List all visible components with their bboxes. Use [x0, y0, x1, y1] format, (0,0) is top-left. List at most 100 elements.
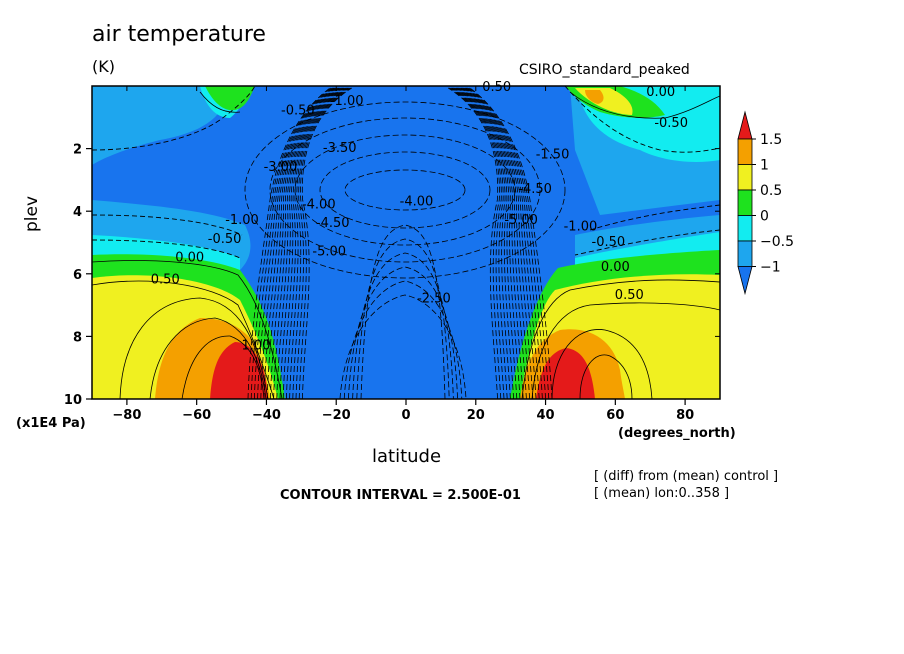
contour-line-negative — [464, 87, 540, 399]
contour-line-negative — [301, 87, 352, 399]
contour-line-negative — [348, 266, 458, 399]
x-axis-label: latitude — [372, 446, 442, 467]
contour-line-negative — [344, 169, 466, 211]
contour-line-negative — [282, 87, 345, 399]
contour-line-positive — [551, 329, 653, 399]
contour-line-negative — [463, 87, 537, 399]
colorbar-label: 0 — [760, 209, 769, 225]
contour-line-negative — [266, 87, 338, 399]
contour-line-negative — [451, 87, 508, 399]
contour-label: 0.00 — [601, 260, 630, 275]
contour-line-positive — [521, 279, 720, 399]
contour-line-negative — [244, 101, 566, 279]
contour-line-negative — [458, 87, 524, 399]
field-neg1-neg05 — [92, 86, 230, 165]
contour-interval: CONTOUR INTERVAL = 2.500E-01 — [280, 488, 521, 503]
contour-label: -0.50 — [654, 116, 688, 131]
x-tick-label: 0 — [401, 408, 410, 423]
colorbar-segment — [737, 240, 753, 267]
contour-label: -0.50 — [281, 104, 315, 119]
colorbar-label: 1.5 — [760, 132, 782, 148]
contour-line-negative — [260, 87, 336, 399]
contour-label: 0.00 — [175, 251, 204, 266]
contour-label: -5.00 — [312, 244, 346, 259]
contour-line-negative — [450, 87, 505, 399]
contour-line-negative — [468, 87, 550, 399]
colorbar-segment — [737, 266, 753, 296]
contour-label: -3.50 — [323, 141, 357, 156]
chart-title: air temperature — [92, 22, 266, 47]
contour-label: -2.50 — [417, 291, 451, 306]
x-tick-label: 80 — [676, 408, 694, 423]
contour-line-positive — [92, 280, 275, 399]
chart-units: (K) — [92, 57, 115, 76]
contour-label: 1.00 — [242, 338, 271, 353]
contour-line-negative — [343, 280, 463, 399]
note-diff: [ (diff) from (mean) control ] — [594, 469, 779, 484]
x-tick-label: 40 — [537, 408, 555, 423]
contour-labels: 0.50-0.50-1.00-3.50-3.00-4.00-4.00-4.50-… — [151, 80, 688, 353]
contour-label: 0.50 — [482, 80, 511, 95]
contour-line-negative — [460, 87, 530, 399]
x-tick-label: −80 — [112, 408, 141, 423]
contour-label: -1.00 — [564, 219, 598, 234]
note-mean: [ (mean) lon:0..358 ] — [594, 486, 730, 501]
field-0-05 — [205, 86, 255, 111]
contour-line-positive — [181, 335, 265, 399]
contour-label: -1.00 — [330, 94, 364, 109]
x-tick-label: 60 — [606, 408, 624, 423]
contour-line-positive — [199, 91, 241, 113]
contour-line-positive — [569, 91, 720, 119]
contour-line-positive — [92, 260, 283, 399]
contour-line-negative — [456, 87, 521, 399]
contour-label: 0.50 — [151, 273, 180, 288]
chart-subtitle: CSIRO_standard_peaked — [519, 62, 690, 78]
colorbar-segment — [737, 138, 753, 165]
contour-line-negative — [289, 87, 347, 399]
contour-line-negative — [455, 87, 518, 399]
contour-line-negative — [564, 86, 720, 153]
contour-label: -4.00 — [302, 197, 336, 212]
field-gt-15 — [210, 342, 268, 399]
contour-line-negative — [448, 87, 499, 399]
contour-line-negative — [295, 87, 350, 399]
contour-line-negative — [298, 87, 351, 399]
contour-line-negative — [459, 87, 527, 399]
contour-lines — [92, 86, 720, 399]
contour-label: -4.50 — [518, 182, 552, 197]
colorbar-segment — [737, 189, 753, 216]
contour-line-negative — [269, 117, 541, 263]
contour-line-negative — [273, 87, 341, 399]
x-tick-label: −60 — [182, 408, 211, 423]
contour-line-negative — [462, 87, 534, 399]
contour-label: -0.50 — [592, 235, 626, 250]
contour-line-positive — [119, 297, 269, 399]
x-tick-label: −40 — [252, 408, 281, 423]
contour-label: -4.50 — [316, 216, 350, 231]
contour-line-negative — [92, 86, 256, 151]
field-gt-15 — [536, 348, 595, 399]
contour-line-positive — [579, 354, 633, 399]
x-axis-unit: (degrees_north) — [618, 426, 736, 441]
colorbar-segment — [737, 110, 753, 140]
contour-label: -0.50 — [208, 232, 242, 247]
contour-line-negative — [279, 87, 344, 399]
field-1-15 — [585, 90, 604, 104]
y-tick-label: 10 — [64, 393, 82, 408]
contour-line-negative — [454, 87, 514, 399]
contour-fill-regions — [92, 86, 720, 399]
x-tick-label: 20 — [467, 408, 485, 423]
contour-line-negative — [319, 151, 491, 229]
colorbar-label: −0.5 — [760, 234, 794, 250]
contour-label: -5.00 — [504, 213, 538, 228]
y-axis: 2 4 6 8 10 — [64, 143, 720, 408]
contour-line-negative — [250, 87, 332, 399]
contour-line-negative — [92, 214, 243, 236]
contour-line-positive — [149, 317, 267, 399]
contour-label: -1.00 — [225, 213, 259, 228]
contour-line-negative — [360, 224, 446, 399]
colorbar-label: 0.5 — [760, 183, 782, 199]
y-axis-unit: (x1E4 Pa) — [16, 416, 86, 431]
contour-line-negative — [339, 294, 467, 399]
